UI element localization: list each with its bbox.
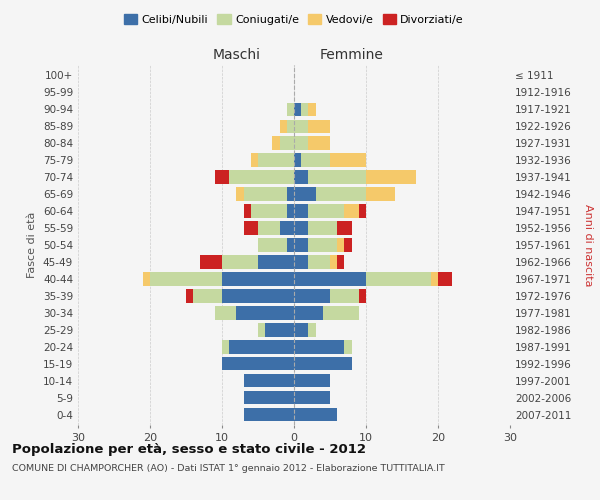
Bar — [251, 154, 258, 166]
Bar — [337, 256, 344, 268]
Bar — [222, 272, 294, 285]
Bar — [215, 306, 236, 320]
Bar — [294, 136, 308, 149]
Bar — [323, 306, 359, 320]
Bar — [229, 170, 294, 183]
Bar — [244, 222, 258, 234]
Bar — [308, 238, 337, 252]
Text: COMUNE DI CHAMPORCHER (AO) - Dati ISTAT 1° gennaio 2012 - Elaborazione TUTTITALI: COMUNE DI CHAMPORCHER (AO) - Dati ISTAT … — [12, 464, 445, 473]
Bar — [294, 391, 330, 404]
Bar — [258, 154, 294, 166]
Bar — [280, 136, 294, 149]
Bar — [308, 170, 366, 183]
Bar — [244, 374, 294, 388]
Bar — [294, 222, 308, 234]
Bar — [258, 324, 265, 336]
Bar — [222, 357, 294, 370]
Bar — [308, 120, 330, 133]
Bar — [294, 374, 330, 388]
Bar — [186, 290, 193, 302]
Bar — [294, 306, 323, 320]
Bar — [280, 120, 287, 133]
Bar — [308, 324, 316, 336]
Bar — [366, 272, 431, 285]
Bar — [438, 272, 452, 285]
Bar — [344, 238, 352, 252]
Bar — [330, 154, 366, 166]
Bar — [294, 272, 366, 285]
Bar — [366, 170, 416, 183]
Bar — [294, 154, 301, 166]
Bar — [359, 290, 366, 302]
Bar — [366, 188, 395, 200]
Text: Maschi: Maschi — [212, 48, 260, 62]
Bar — [244, 391, 294, 404]
Bar — [308, 256, 330, 268]
Bar — [280, 222, 294, 234]
Text: Popolazione per età, sesso e stato civile - 2012: Popolazione per età, sesso e stato civil… — [12, 442, 366, 456]
Bar — [251, 204, 287, 218]
Bar — [150, 272, 222, 285]
Bar — [294, 408, 337, 422]
Bar — [337, 238, 344, 252]
Bar — [308, 136, 330, 149]
Bar — [330, 290, 359, 302]
Bar — [258, 222, 280, 234]
Bar — [359, 204, 366, 218]
Bar — [294, 357, 352, 370]
Legend: Celibi/Nubili, Coniugati/e, Vedovi/e, Divorziati/e: Celibi/Nubili, Coniugati/e, Vedovi/e, Di… — [121, 10, 467, 28]
Bar — [258, 238, 287, 252]
Bar — [308, 102, 316, 116]
Bar — [294, 102, 301, 116]
Bar — [316, 188, 366, 200]
Bar — [272, 136, 280, 149]
Bar — [222, 340, 229, 353]
Bar — [143, 272, 150, 285]
Bar — [301, 102, 308, 116]
Bar — [287, 102, 294, 116]
Bar — [308, 222, 337, 234]
Bar — [294, 170, 308, 183]
Bar — [244, 204, 251, 218]
Bar — [294, 120, 308, 133]
Bar — [344, 340, 352, 353]
Bar — [287, 204, 294, 218]
Bar — [193, 290, 222, 302]
Bar — [330, 256, 337, 268]
Bar — [222, 290, 294, 302]
Bar — [344, 204, 359, 218]
Bar — [294, 324, 308, 336]
Bar — [294, 238, 308, 252]
Bar — [265, 324, 294, 336]
Bar — [301, 154, 330, 166]
Bar — [294, 290, 330, 302]
Bar — [229, 340, 294, 353]
Bar — [244, 188, 287, 200]
Bar — [337, 222, 352, 234]
Bar — [294, 188, 316, 200]
Text: Femmine: Femmine — [320, 48, 383, 62]
Bar — [431, 272, 438, 285]
Y-axis label: Fasce di età: Fasce di età — [28, 212, 37, 278]
Bar — [294, 204, 308, 218]
Bar — [294, 340, 344, 353]
Bar — [294, 256, 308, 268]
Text: Anni di nascita: Anni di nascita — [583, 204, 593, 286]
Bar — [287, 238, 294, 252]
Bar — [222, 256, 258, 268]
Bar — [308, 204, 344, 218]
Bar — [287, 120, 294, 133]
Bar — [287, 188, 294, 200]
Bar — [215, 170, 229, 183]
Bar — [236, 306, 294, 320]
Bar — [200, 256, 222, 268]
Bar — [244, 408, 294, 422]
Bar — [258, 256, 294, 268]
Bar — [236, 188, 244, 200]
